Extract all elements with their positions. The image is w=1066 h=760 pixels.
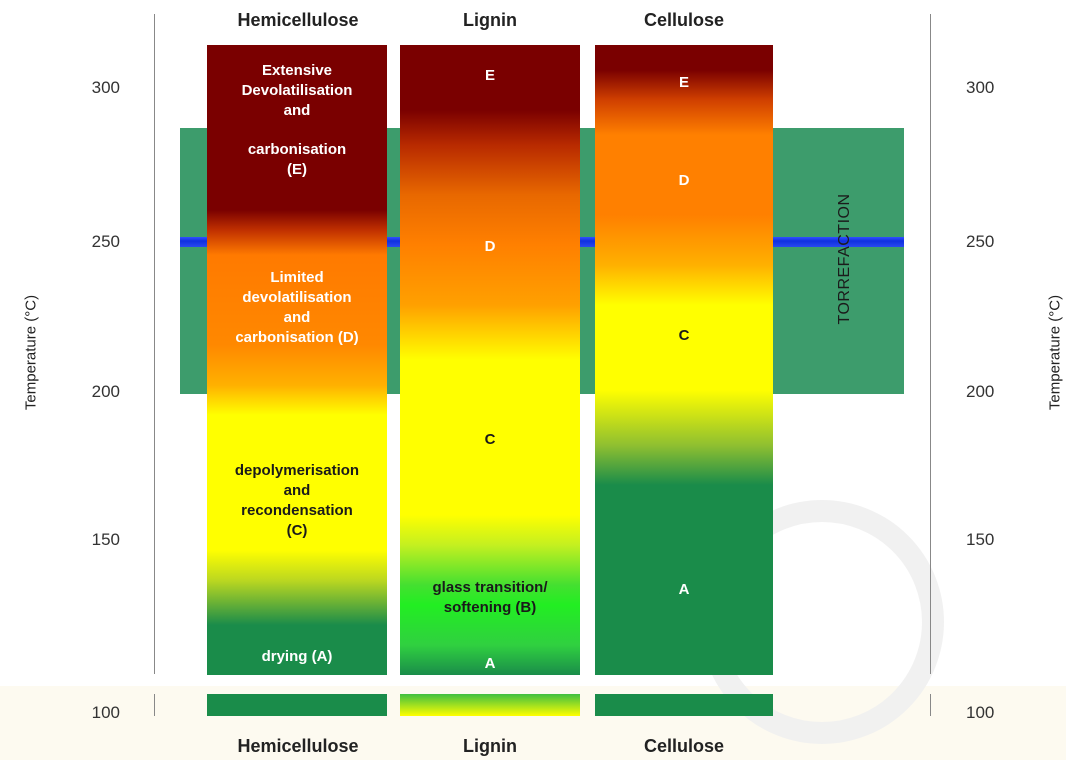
title-lignin-top: Lignin xyxy=(463,10,517,30)
cellulose-label-e: E xyxy=(678,74,689,91)
y-axis-label-right: Temperature (°C) xyxy=(1046,294,1064,411)
tick-100-left: 100 xyxy=(91,703,120,722)
tick-150-left: 150 xyxy=(91,530,120,549)
lignin-column xyxy=(400,45,580,675)
torrefaction-label: TORREFACTION xyxy=(836,193,853,325)
lignin-label-c: C xyxy=(484,431,496,448)
cellulose-label-c: C xyxy=(678,327,690,344)
lignin-label-b: glass transition/ softening (B) xyxy=(432,579,548,616)
hemi-label-e: Extensive Devolatilisation and xyxy=(241,62,353,119)
lignin-label-d: D xyxy=(484,238,496,255)
cellulose-label-d: D xyxy=(678,172,690,189)
tick-150-right: 150 xyxy=(966,530,995,549)
title-lignin-bottom: Lignin xyxy=(463,736,517,756)
y-axis-label-left: Temperature (°C) xyxy=(22,294,40,411)
hemi-label-a: drying (A) xyxy=(261,648,333,665)
hemi-label-d: Limited devolatilisation and carbonisati… xyxy=(235,269,359,346)
tick-100-right: 100 xyxy=(966,703,995,722)
tick-300-right: 300 xyxy=(966,78,995,97)
cellulose-label-a: A xyxy=(678,581,690,598)
tick-250-left: 250 xyxy=(91,232,120,251)
tick-200-right: 200 xyxy=(966,382,995,401)
title-hemicellulose-top: Hemicellulose xyxy=(237,10,359,30)
tick-300-left: 300 xyxy=(91,78,120,97)
hemicellulose-column-lower xyxy=(207,694,387,716)
right-axis-line-lower xyxy=(930,694,931,716)
cellulose-column-lower xyxy=(595,694,773,716)
right-axis-line xyxy=(930,14,931,674)
tick-200-left: 200 xyxy=(91,382,120,401)
hemi-label-e2: carbonisation (E) xyxy=(247,141,347,178)
hemi-label-c: depolymerisation and recondensation (C) xyxy=(234,462,360,539)
title-cellulose-top: Cellulose xyxy=(643,10,725,30)
cellulose-column xyxy=(595,45,773,675)
left-axis-line xyxy=(154,14,155,674)
left-axis-line-lower xyxy=(154,694,155,716)
tick-250-right: 250 xyxy=(966,232,995,251)
title-cellulose-bottom: Cellulose xyxy=(643,736,725,756)
title-hemicellulose-bottom: Hemicellulose xyxy=(237,736,359,756)
lignin-label-a: A xyxy=(484,655,496,672)
lignin-column-lower xyxy=(400,694,580,716)
lignin-label-e: E xyxy=(484,67,495,84)
hemicellulose-column xyxy=(207,45,387,675)
